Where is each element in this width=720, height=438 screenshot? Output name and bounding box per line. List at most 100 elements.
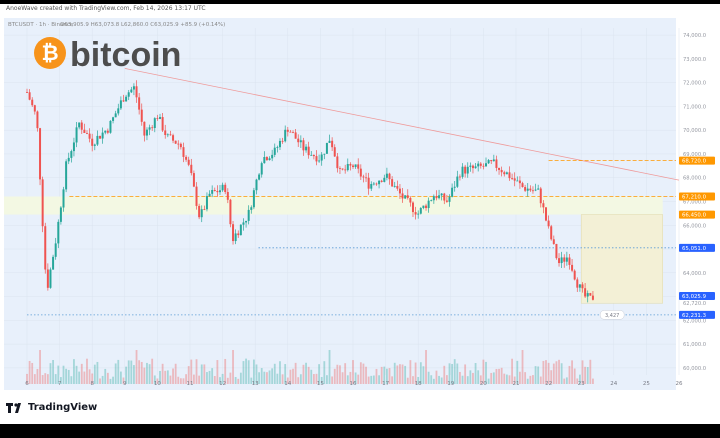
volume-bar <box>148 364 151 384</box>
candle-body <box>344 169 347 171</box>
candle-body <box>427 200 430 209</box>
candle-body <box>357 164 360 169</box>
volume-bar <box>539 376 542 384</box>
candle-body <box>278 140 281 148</box>
price-label-badge <box>679 192 715 201</box>
candle-body <box>265 157 268 161</box>
volume-bar <box>219 377 221 384</box>
volume-bar <box>487 378 490 384</box>
volume-bar <box>88 369 91 384</box>
volume-bar <box>193 374 195 384</box>
candle-body <box>106 130 109 133</box>
volume-bar <box>414 362 417 384</box>
candle-body <box>422 205 425 209</box>
candle-body <box>312 154 315 157</box>
x-tick-label: 12 <box>219 381 226 387</box>
candle-body <box>453 186 456 188</box>
candle-body <box>458 176 461 178</box>
volume-bar <box>229 372 232 384</box>
candle-body <box>151 127 154 129</box>
y-tick-label: 62,000.0 <box>683 318 706 324</box>
candle-body <box>529 188 532 191</box>
x-tick-label: 17 <box>382 381 389 387</box>
candle-body <box>185 156 188 160</box>
candle-body <box>571 264 574 271</box>
candle-body <box>255 179 258 191</box>
candle-body <box>365 177 368 179</box>
x-tick-label: 11 <box>187 381 194 387</box>
candle-body <box>474 166 477 169</box>
candle-body <box>57 221 60 244</box>
candle-body <box>448 196 451 202</box>
volume-bar <box>346 375 349 384</box>
volume-bar <box>36 368 39 384</box>
candle-body <box>425 205 428 209</box>
volume-bar <box>341 372 344 384</box>
x-tick-label: 20 <box>480 381 487 387</box>
candle-body <box>72 142 75 152</box>
volume-bar <box>479 375 482 384</box>
volume-bar <box>198 375 201 384</box>
volume-bar <box>206 372 208 384</box>
candle-body <box>432 196 435 201</box>
volume-bar <box>187 366 190 384</box>
volume-bar <box>534 366 537 384</box>
candle-body <box>391 179 394 187</box>
candle-body <box>547 220 550 227</box>
candle-body <box>526 188 529 191</box>
volume-bar <box>177 376 180 384</box>
candle-body <box>75 127 78 143</box>
candle-body <box>211 189 214 194</box>
levels-layer <box>27 68 680 316</box>
x-tick-label: 26 <box>676 381 683 387</box>
candle-body <box>542 203 545 208</box>
volume-bar <box>545 360 547 384</box>
price-label-badge <box>679 310 715 319</box>
candle-body <box>490 160 493 162</box>
volume-bar <box>140 361 143 384</box>
candle-body <box>28 92 31 100</box>
candle-body <box>456 176 459 187</box>
candle-body <box>182 147 185 157</box>
volume-bar <box>592 378 594 384</box>
candle-body <box>398 188 401 194</box>
candle-body <box>388 173 391 180</box>
volume-bar <box>99 378 101 384</box>
candle-body <box>331 140 334 148</box>
volume-bar <box>372 375 375 384</box>
price-label-badge <box>679 210 715 219</box>
candle-body <box>263 157 266 164</box>
volume-bar <box>75 365 78 384</box>
candle-body <box>177 143 180 145</box>
candle-body <box>552 239 555 244</box>
candle-body <box>563 257 566 262</box>
volume-bar <box>391 376 394 384</box>
bitcoin-logo: ₿ bitcoin <box>34 36 181 74</box>
price-chart[interactable]: 74,000.0 73,000.0 72,000.0 71,000.0 70,000.0… <box>0 18 720 390</box>
volume-bar <box>310 369 313 384</box>
volume-bar <box>232 350 234 384</box>
volume-bar <box>67 369 70 384</box>
volume-bar <box>370 375 373 384</box>
volume-bar <box>396 365 399 384</box>
candle-body <box>195 186 198 206</box>
chart-area[interactable]: 74,000.0 73,000.0 72,000.0 71,000.0 70,000.0… <box>0 18 720 390</box>
volume-bar <box>216 360 219 384</box>
volume-bar <box>589 359 592 384</box>
volume-bar <box>258 372 261 384</box>
volume-bar <box>211 368 214 384</box>
tradingview-brand-text: TradingView <box>28 402 98 413</box>
candle-body <box>550 226 553 240</box>
volume-bar <box>388 368 391 384</box>
y-tick-label: 74,000.0 <box>683 33 706 39</box>
volume-bar <box>73 359 75 384</box>
candle-body <box>466 166 469 174</box>
price-label-text: 66,450.0 <box>682 213 707 219</box>
volume-bar <box>224 358 227 384</box>
volume-bar <box>563 378 566 384</box>
volume-bar <box>119 371 122 384</box>
candle-body <box>192 173 195 187</box>
volume-bar <box>406 377 409 384</box>
candle-body <box>85 133 88 134</box>
candle-body <box>200 209 203 218</box>
